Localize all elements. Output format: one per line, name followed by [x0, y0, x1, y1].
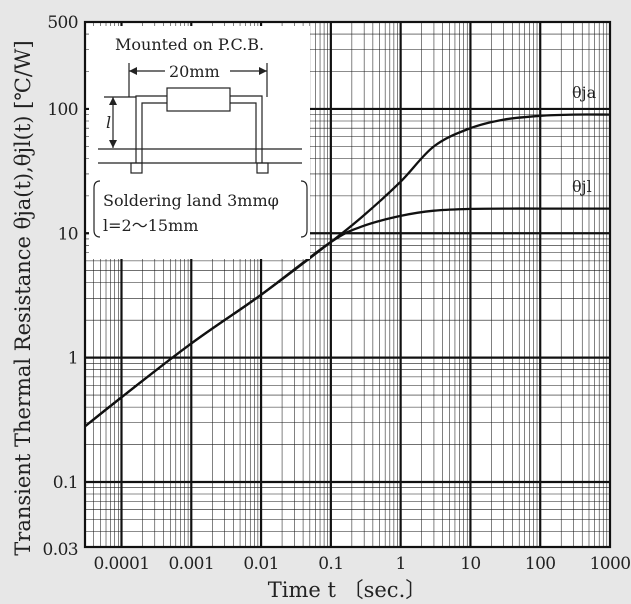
y-tick-label: 500 — [47, 13, 78, 33]
x-tick-label: 10 — [460, 554, 480, 574]
component-body — [166, 87, 231, 112]
dimension-label: 20mm — [169, 62, 220, 81]
y-tick-label: 1 — [68, 349, 78, 369]
x-axis-title: Time t 〔sec.〕 — [268, 578, 427, 602]
dimension-arrow-left — [129, 67, 137, 75]
lead-length-note: l=2〜15mm — [103, 216, 198, 235]
soldering-land-note: Soldering land 3mmφ — [103, 191, 279, 210]
inset-background — [89, 26, 310, 259]
y-tick-labels: 0.03 0.1 1 10 100 500 — [43, 13, 79, 560]
mounting-inset: Mounted on P.C.B. 20mm l Soldering land … — [89, 26, 310, 259]
lead-wire-left — [135, 95, 167, 163]
dimension-arrow-right — [259, 67, 267, 75]
y-tick-label: 100 — [47, 100, 78, 120]
inset-title: Mounted on P.C.B. — [115, 35, 264, 54]
note-bracket-left — [93, 180, 101, 238]
x-tick-label: 0.1 — [318, 554, 343, 574]
length-arrow-bottom — [109, 140, 117, 148]
x-tick-label: 0.0001 — [94, 554, 150, 574]
note-bracket-right — [300, 180, 308, 238]
x-tick-label: 1 — [396, 554, 406, 574]
x-tick-labels: 0.0001 0.001 0.01 0.1 1 10 100 1000 — [94, 554, 631, 574]
series-line-theta-jl — [84, 207, 610, 428]
series-curves — [84, 113, 611, 428]
y-axis-title: Transient Thermal Resistance θja(t),θjl(… — [11, 40, 35, 555]
series-label-theta-jl: θjl — [572, 177, 592, 196]
y-tick-label: 10 — [58, 224, 78, 244]
y-tick-label: 0.1 — [53, 473, 78, 493]
x-tick-label: 100 — [525, 554, 556, 574]
length-arrow-top — [109, 97, 117, 105]
y-tick-label: 0.03 — [43, 540, 78, 560]
x-tick-label: 1000 — [590, 554, 631, 574]
x-tick-label: 0.001 — [168, 554, 214, 574]
plot-frame — [83, 20, 612, 549]
length-symbol: l — [106, 113, 111, 132]
series-label-theta-ja: θja — [572, 83, 597, 102]
lead-wire-right — [230, 95, 263, 163]
x-tick-label: 0.01 — [243, 554, 278, 574]
